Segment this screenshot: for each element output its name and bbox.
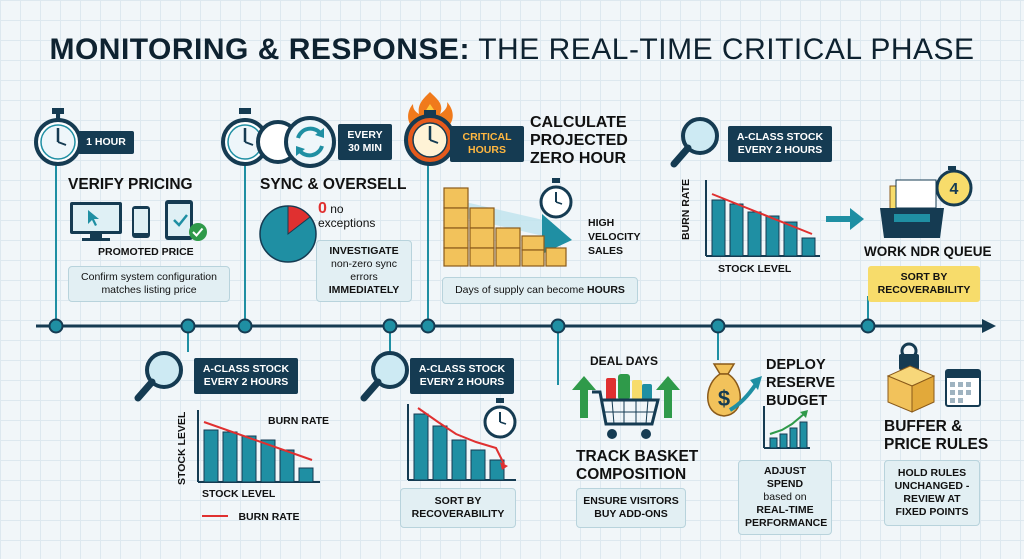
sort-recoverability-box: SORT BY RECOVERABILITY [400,488,516,528]
small-stopwatch-icon [483,398,517,439]
queue-count: 4 [950,181,959,198]
burn-rate-axis-label: BURN RATE [680,178,692,240]
interval-tag: 1 HOUR [78,131,134,154]
ndr-heading: WORK NDR QUEUE [864,244,992,259]
flaming-stopwatch-icon [404,92,456,166]
legend-label: BURN RATE [238,511,300,523]
add-ons-box: ENSURE VISITORS BUY ADD-ONS [576,488,686,528]
high-velocity-label: HIGH VELOCITY SALES [588,217,641,257]
interval-tag-30min: EVERY 30 MIN [338,124,392,160]
critical-hours-tag: CRITICAL HOURS [450,126,524,162]
locked-box-icon [886,342,981,413]
sort-recoverability-badge: SORT BY RECOVERABILITY [868,266,980,302]
sync-stopwatch-icon [221,108,336,168]
deal-days-label: DEAL DAYS [590,354,659,368]
days-supply-note: Days of supply can become HOURS [442,277,638,304]
a-class-tag-bottom2: A-CLASS STOCK EVERY 2 HOURS [410,358,514,394]
money-bag-icon: $ [707,363,762,417]
burn-chart-top [705,180,820,257]
verify-note: Confirm system configuration matches lis… [68,266,230,302]
small-stopwatch-icon [539,178,573,219]
stock-level-x-label: STOCK LEVEL [202,488,276,500]
devices-icon [70,200,207,241]
zero-hour-heading: CALCULATE PROJECTED ZERO HOUR [530,114,628,167]
page-title: MONITORING & RESPONSE: THE REAL-TIME CRI… [49,33,975,66]
arrow-right-icon [826,208,864,230]
inbox-tray-icon: 4 [880,166,973,238]
svg-text:$: $ [718,386,730,411]
magnifier-icon [670,117,719,168]
adjust-spend-box: ADJUST SPEND based on REAL-TIME PERFORMA… [738,460,832,535]
hold-rules-box: HOLD RULES UNCHANGED - REVIEW AT FIXED P… [884,460,980,526]
promoted-price-label: PROMOTED PRICE [98,246,194,258]
basket-heading: TRACK BASKET COMPOSITION [576,448,699,483]
exceptions-stat: 0 no exceptions [318,200,376,231]
burn-chart-bottom1 [197,410,320,483]
buffer-heading: BUFFER & PRICE RULES [884,418,989,453]
a-class-tag-bottom1: A-CLASS STOCK EVERY 2 HOURS [194,358,298,394]
inventory-boxes-icon [443,187,572,267]
verify-pricing-heading: VERIFY PRICING [68,176,193,193]
shopping-cart-icon [572,374,680,439]
legend: BURN RATE [202,507,300,525]
burn-chart-bottom2 [407,404,516,481]
burn-rate-line-label: BURN RATE [268,415,330,427]
magnifier-icon [134,351,183,402]
investigate-box: INVESTIGATE non-zero sync errors IMMEDIA… [316,240,412,302]
magnifier-icon [360,351,409,402]
stock-level-axis-label: STOCK LEVEL [718,263,792,275]
stock-level-vertical-label: STOCK LEVEL [176,411,188,485]
a-class-tag-top: A-CLASS STOCK EVERY 2 HOURS [728,126,832,162]
pie-icon [259,205,317,263]
legend-line [202,514,228,517]
stopwatch-icon [34,108,82,166]
reserve-budget-heading: DEPLOY RESERVE BUDGET [766,357,836,409]
sync-heading: SYNC & OVERSELL [260,176,407,193]
growth-chart-icon [763,406,810,449]
